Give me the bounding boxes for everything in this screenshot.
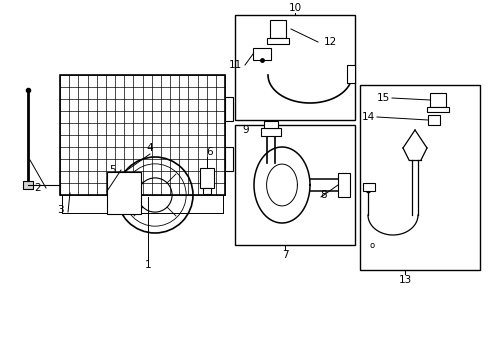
Bar — [107, 172, 141, 214]
Text: 14: 14 — [361, 112, 374, 122]
Bar — [200, 168, 214, 188]
Bar — [426, 107, 448, 112]
Bar — [359, 85, 479, 270]
Bar — [261, 128, 281, 136]
Text: 4: 4 — [146, 143, 153, 153]
Bar — [346, 65, 354, 83]
Bar — [224, 147, 232, 171]
Text: o: o — [368, 240, 374, 249]
Text: 9: 9 — [242, 125, 248, 135]
Text: 7: 7 — [281, 250, 288, 260]
Bar — [23, 181, 33, 189]
Text: 1: 1 — [144, 260, 151, 270]
Text: 15: 15 — [376, 93, 389, 103]
Bar — [269, 20, 285, 38]
Text: 12: 12 — [323, 37, 336, 47]
Bar — [264, 121, 278, 128]
Text: 8: 8 — [319, 190, 326, 200]
Bar — [362, 183, 374, 191]
Bar — [266, 38, 288, 44]
Text: 2: 2 — [35, 183, 41, 193]
Bar — [429, 93, 445, 107]
Text: 13: 13 — [398, 275, 411, 285]
Bar — [427, 115, 439, 125]
Bar — [252, 48, 270, 60]
Text: 10: 10 — [288, 3, 301, 13]
Text: 6: 6 — [206, 147, 213, 157]
Bar — [235, 15, 354, 120]
Text: 11: 11 — [228, 60, 242, 70]
Bar — [203, 188, 210, 194]
Bar — [235, 125, 354, 245]
Bar — [337, 173, 349, 197]
Text: 5: 5 — [109, 165, 116, 175]
Text: 3: 3 — [57, 205, 63, 215]
Bar — [60, 75, 224, 195]
Bar — [224, 96, 232, 121]
